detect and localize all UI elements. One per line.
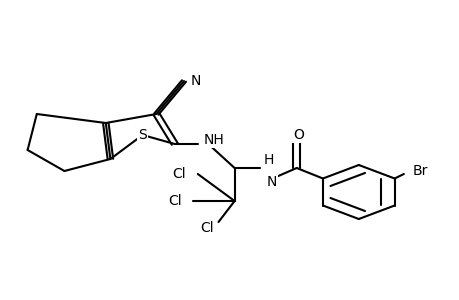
Text: N: N (266, 175, 276, 188)
Text: N: N (190, 74, 200, 88)
Text: Cl: Cl (200, 221, 213, 235)
Text: S: S (138, 128, 147, 142)
Text: Cl: Cl (172, 167, 186, 181)
Text: NH: NH (203, 133, 224, 146)
Text: O: O (293, 128, 304, 142)
Text: H: H (263, 154, 274, 167)
Text: Cl: Cl (168, 194, 181, 208)
Text: Br: Br (411, 164, 427, 178)
